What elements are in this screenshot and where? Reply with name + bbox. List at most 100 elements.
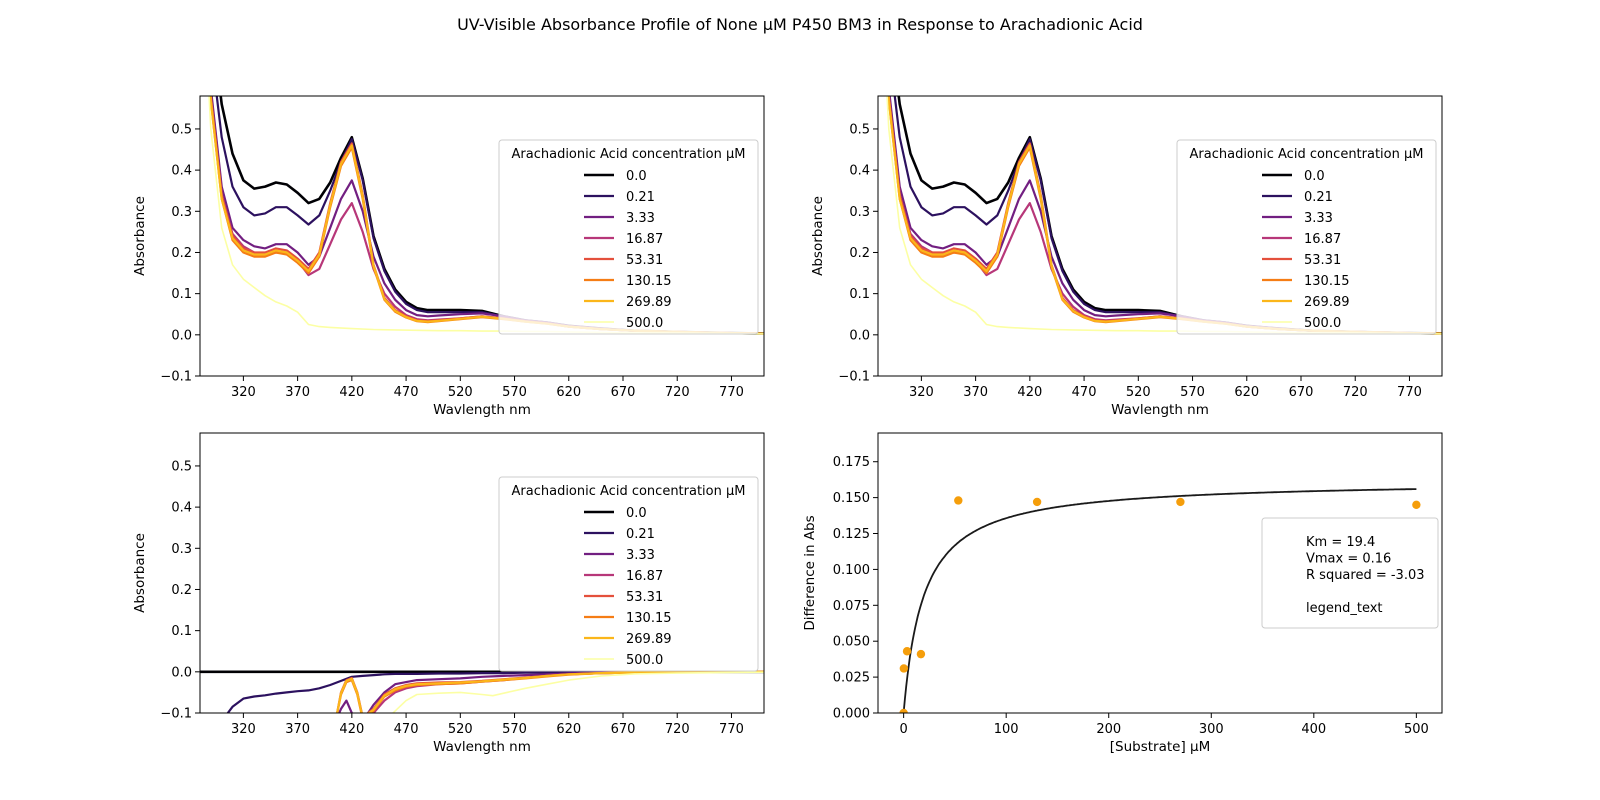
x-axis-label: Wavlength nm xyxy=(433,402,531,418)
x-tick-label: 100 xyxy=(994,722,1019,737)
legend-entry-269.89: 269.89 xyxy=(626,632,672,647)
y-axis-label: Absorbance xyxy=(810,196,826,276)
legend-entry-0.0: 0.0 xyxy=(626,169,647,184)
legend-box xyxy=(498,476,759,672)
y-tick-label: 0.100 xyxy=(833,563,870,578)
legend-entry-0.0: 0.0 xyxy=(626,506,647,521)
y-tick-label: 0.175 xyxy=(833,455,870,470)
legend-entry-500.0: 500.0 xyxy=(1304,316,1341,331)
y-tick-label: 0.4 xyxy=(171,501,192,516)
y-tick-label: −0.1 xyxy=(160,370,192,385)
panels: 320 370 420 470 520 570 620 670 720 770 −0.1 0.0 0.1… xyxy=(132,95,1443,755)
x-axis-label: Wavlength nm xyxy=(1111,402,1209,418)
x-tick-label: 620 xyxy=(556,385,581,400)
legend-box xyxy=(498,139,759,335)
x-tick-label: 570 xyxy=(502,385,527,400)
y-tick-label: 0.3 xyxy=(171,542,192,557)
panel-top-right: 320 370 420 470 520 570 620 670 720 770 −0.1 0.0 0.1… xyxy=(810,95,1443,418)
x-tick-label: 200 xyxy=(1096,722,1121,737)
x-axis-label: Wavlength nm xyxy=(433,739,531,755)
axes-frame xyxy=(199,95,765,377)
y-tick-label: 0.2 xyxy=(171,583,192,598)
legend-line-1: Vmax = 0.16 xyxy=(1306,552,1391,567)
x-tick-label: 420 xyxy=(1017,385,1042,400)
legend-entry-130.15: 130.15 xyxy=(626,274,672,289)
data-point-2 xyxy=(902,647,912,656)
legend-entry-500.0: 500.0 xyxy=(626,653,663,668)
y-tick-label: 0.4 xyxy=(171,164,192,179)
panel-bottom-right: 0 100 200 300 400 500 0.000 0.025 0.050 0.075 0.10… xyxy=(802,432,1443,755)
legend-title: Arachadionic Acid concentration µM xyxy=(1190,147,1424,162)
y-tick-label: 0.1 xyxy=(171,287,192,302)
x-tick-label: 320 xyxy=(231,722,256,737)
x-tick-label: 670 xyxy=(1289,385,1314,400)
y-tick-label: 0.1 xyxy=(849,287,870,302)
y-tick-label: 0.025 xyxy=(833,671,870,686)
x-tick-label: 400 xyxy=(1301,722,1326,737)
series-line-0.21 xyxy=(226,670,764,713)
x-tick-label: 770 xyxy=(719,722,744,737)
panel-top-left: 320 370 420 470 520 570 620 670 720 770 −0.1 0.0 0.1… xyxy=(132,95,765,418)
legend-title: Arachadionic Acid concentration µM xyxy=(512,484,746,499)
legend-entry-0.21: 0.21 xyxy=(626,190,655,205)
legend-entry-16.87: 16.87 xyxy=(626,569,663,584)
x-tick-label: 300 xyxy=(1199,722,1224,737)
y-tick-label: 0.150 xyxy=(833,491,870,506)
legend: Arachadionic Acid concentration µM 0.0 0.2… xyxy=(498,139,759,335)
data-point-3 xyxy=(916,649,926,659)
x-tick-label: 320 xyxy=(231,385,256,400)
x-tick-label: 320 xyxy=(909,385,934,400)
x-tick-label: 720 xyxy=(1343,385,1368,400)
x-tick-label: 520 xyxy=(448,722,473,737)
legend-entry-130.15: 130.15 xyxy=(626,611,672,626)
data-point-6 xyxy=(1176,497,1185,507)
x-tick-label: 500 xyxy=(1404,722,1429,737)
legend-entry-269.89: 269.89 xyxy=(626,295,672,310)
x-tick-label: 470 xyxy=(394,385,419,400)
x-tick-label: 770 xyxy=(719,385,744,400)
x-tick-label: 520 xyxy=(1126,385,1151,400)
y-tick-label: 0.4 xyxy=(849,164,870,179)
legend-line-2: R squared = -3.03 xyxy=(1306,568,1425,583)
axes-frame xyxy=(199,432,765,714)
panel-bottom-left: 320 370 420 470 520 570 620 670 720 770 −0.1 0.0 0.1… xyxy=(132,432,765,755)
y-tick-label: 0.2 xyxy=(171,246,192,261)
fit-curve xyxy=(902,488,1417,713)
y-tick-label: 0.5 xyxy=(171,122,192,137)
y-tick-label: 0.075 xyxy=(833,599,870,614)
x-tick-label: 570 xyxy=(502,722,527,737)
data-point-4 xyxy=(954,496,963,505)
x-tick-label: 520 xyxy=(448,385,473,400)
x-tick-label: 420 xyxy=(339,385,364,400)
plot-area xyxy=(200,670,764,713)
legend-box xyxy=(1176,139,1437,335)
x-tick-label: 770 xyxy=(1397,385,1422,400)
y-tick-label: −0.1 xyxy=(160,707,192,722)
y-tick-label: 0.0 xyxy=(171,328,192,343)
series-line-500.0 xyxy=(391,671,764,713)
figure-title: UV-Visible Absorbance Profile of None µM… xyxy=(457,15,1143,34)
x-tick-label: 420 xyxy=(339,722,364,737)
x-tick-label: 720 xyxy=(665,722,690,737)
y-axis-label: Absorbance xyxy=(132,533,148,613)
x-tick-label: 570 xyxy=(1180,385,1205,400)
data-point-1 xyxy=(899,664,909,673)
legend: Arachadionic Acid concentration µM 0.0 0.2… xyxy=(1176,139,1437,335)
legend-entry-16.87: 16.87 xyxy=(626,232,663,247)
legend-entry-53.31: 53.31 xyxy=(626,590,663,605)
x-tick-label: 620 xyxy=(556,722,581,737)
legend-entry-3.33: 3.33 xyxy=(1304,211,1333,226)
x-tick-label: 670 xyxy=(611,385,636,400)
legend-box xyxy=(1261,517,1439,629)
y-tick-label: 0.1 xyxy=(171,624,192,639)
x-axis-label: [Substrate] µM xyxy=(1110,739,1211,755)
y-tick-label: 0.125 xyxy=(833,527,870,542)
y-tick-label: 0.3 xyxy=(849,205,870,220)
legend-entry-16.87: 16.87 xyxy=(1304,232,1341,247)
legend-entry-269.89: 269.89 xyxy=(1304,295,1350,310)
y-tick-label: 0.0 xyxy=(171,665,192,680)
y-tick-label: 0.5 xyxy=(171,459,192,474)
legend-line-4: legend_text xyxy=(1306,601,1383,616)
y-tick-label: −0.1 xyxy=(838,370,870,385)
x-tick-label: 470 xyxy=(394,722,419,737)
